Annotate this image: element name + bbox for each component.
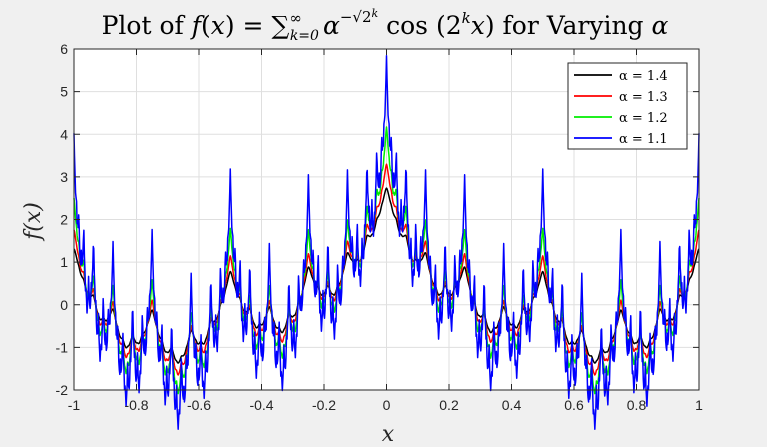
title-cos: cos (2 xyxy=(378,11,461,40)
legend-label: α = 1.1 xyxy=(619,132,668,147)
title-suffix: for Varying xyxy=(495,11,652,40)
y-tick-label: 4 xyxy=(60,126,68,142)
title-sum-upper: ∞ xyxy=(289,9,302,27)
x-tick-label: 0.2 xyxy=(439,397,459,413)
x-tick-label: 0.8 xyxy=(627,397,647,413)
title-paren-open: ( xyxy=(201,11,211,40)
title-suffix-alpha: α xyxy=(652,11,669,40)
legend-label: α = 1.4 xyxy=(619,69,668,84)
x-tick-label: -0.8 xyxy=(124,397,148,413)
x-tick-labels: -1 -0.8 -0.6 -0.4 -0.2 0 0.2 0.4 0.6 0.8 1 xyxy=(68,397,703,413)
series-line xyxy=(73,54,700,431)
title-sum-lower: k=0 xyxy=(290,28,319,44)
y-tick-label: 2 xyxy=(60,212,68,228)
y-tick-label: 5 xyxy=(60,84,68,100)
ticks xyxy=(73,48,700,391)
x-tick-label: 1 xyxy=(695,397,703,413)
x-tick-label: 0.4 xyxy=(502,397,522,413)
title-inner-k: k xyxy=(462,9,471,27)
y-tick-label: -1 xyxy=(56,339,69,355)
legend-label: α = 1.2 xyxy=(619,111,668,126)
series-line xyxy=(73,187,700,364)
y-tick-label: -2 xyxy=(56,382,69,398)
title-x: x xyxy=(211,11,225,40)
series-line xyxy=(73,126,700,395)
title-exponent: −√2 xyxy=(340,8,372,26)
x-tick-label: -0.2 xyxy=(312,397,336,413)
title-sum: ∑ xyxy=(271,11,289,40)
title-prefix: Plot of xyxy=(102,11,192,40)
title-exponent-k: k xyxy=(372,7,379,20)
x-tick-label: -0.6 xyxy=(187,397,211,413)
x-tick-label: 0 xyxy=(383,397,391,413)
title-f: f xyxy=(190,11,205,40)
title-alpha: α xyxy=(323,11,340,40)
x-tick-label: -0.4 xyxy=(249,397,273,413)
title-paren-close: ) xyxy=(225,11,235,40)
y-tick-label: 0 xyxy=(60,297,68,313)
x-tick-label: 0.6 xyxy=(564,397,584,413)
series-group xyxy=(73,54,700,431)
y-tick-labels: -2 -1 0 1 2 3 4 5 6 xyxy=(56,41,69,398)
y-tick-label: 3 xyxy=(60,169,68,185)
y-tick-label: 1 xyxy=(60,254,68,270)
title-close: ) xyxy=(485,11,495,40)
y-tick-label: 6 xyxy=(60,41,68,57)
x-axis-label: x xyxy=(382,422,395,447)
x-tick-label: -1 xyxy=(68,397,81,413)
legend-box xyxy=(567,62,688,150)
series-line xyxy=(73,163,700,376)
title-equals: = xyxy=(235,11,272,40)
y-axis-label: f(x) xyxy=(21,202,46,242)
title-inner-x: x xyxy=(471,11,485,40)
legend: α = 1.4 α = 1.3 α = 1.2 α = 1.1 xyxy=(567,62,688,150)
chart-title: Plot of f(x) = ∑∞ k=0 α−√2k cos (2kx) for … xyxy=(102,7,669,44)
legend-label: α = 1.3 xyxy=(619,90,668,105)
